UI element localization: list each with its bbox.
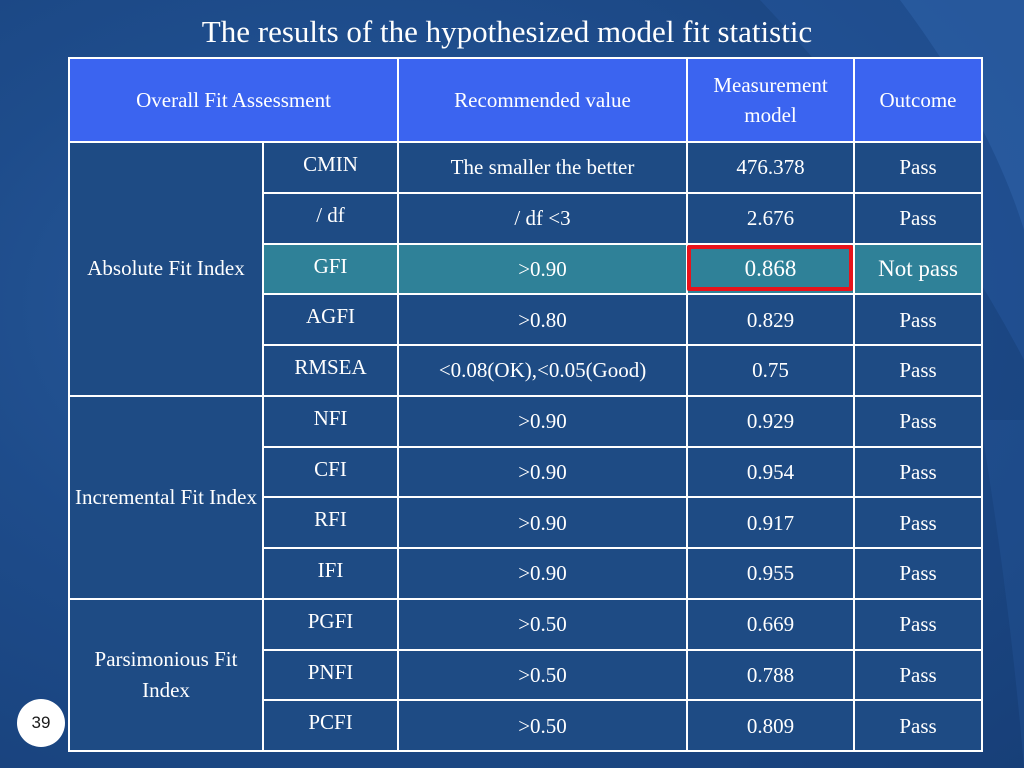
table-row: AGFI >0.80 0.829 Pass bbox=[69, 293, 984, 346]
index-name: RMSEA bbox=[261, 344, 400, 397]
header-measurement-model: Measurement model bbox=[686, 57, 856, 143]
index-name: IFI bbox=[261, 547, 400, 600]
slide-title: The results of the hypothesized model fi… bbox=[201, 14, 813, 49]
index-name: PNFI bbox=[261, 648, 400, 702]
table-header-row: Overall Fit Assessment Recommended value… bbox=[67, 57, 984, 143]
recommended-value: >0.90 bbox=[397, 547, 689, 600]
outcome-value: Pass bbox=[853, 648, 984, 702]
group-label-parsimonious: Parsimonious Fit Index bbox=[68, 597, 264, 753]
index-name: CFI bbox=[261, 445, 400, 499]
header-overall-fit-assessment: Overall Fit Assessment bbox=[67, 57, 400, 143]
recommended-value: <0.08(OK),<0.05(Good) bbox=[397, 344, 689, 397]
measurement-value: 0.954 bbox=[686, 445, 856, 499]
outcome-value: Pass bbox=[853, 445, 984, 499]
measurement-value: 0.917 bbox=[686, 496, 856, 549]
measurement-value: 0.788 bbox=[686, 648, 856, 702]
table-row: / df / df <3 2.676 Pass bbox=[69, 191, 984, 245]
measurement-value: 2.676 bbox=[686, 191, 856, 245]
recommended-value: >0.90 bbox=[397, 496, 689, 549]
index-name: / df bbox=[261, 191, 400, 245]
recommended-value: >0.90 bbox=[397, 242, 689, 296]
recommended-value: >0.90 bbox=[397, 445, 689, 499]
table-row: CFI >0.90 0.954 Pass bbox=[69, 445, 984, 499]
table-row: PNFI >0.50 0.788 Pass bbox=[69, 648, 984, 702]
recommended-value: The smaller the better bbox=[397, 141, 689, 194]
measurement-value: 0.955 bbox=[686, 547, 856, 600]
recommended-value: >0.50 bbox=[397, 597, 689, 651]
outcome-value: Pass bbox=[853, 293, 984, 346]
table-row: IFI >0.90 0.955 Pass bbox=[69, 547, 984, 600]
recommended-value: >0.90 bbox=[397, 394, 689, 448]
index-name: NFI bbox=[261, 394, 400, 448]
measurement-value: 0.829 bbox=[686, 293, 856, 346]
measurement-value: 0.929 bbox=[686, 394, 856, 448]
table-row: RMSEA <0.08(OK),<0.05(Good) 0.75 Pass bbox=[69, 344, 984, 397]
outcome-value: Not pass bbox=[853, 242, 984, 296]
outcome-value: Pass bbox=[853, 496, 984, 549]
page-number: 39 bbox=[17, 699, 65, 747]
recommended-value: >0.50 bbox=[397, 648, 689, 702]
header-recommended-value: Recommended value bbox=[397, 57, 689, 143]
group-label-incremental: Incremental Fit Index bbox=[68, 394, 264, 600]
measurement-value: 0.75 bbox=[686, 344, 856, 397]
outcome-value: Pass bbox=[853, 394, 984, 448]
fit-statistics-table: Overall Fit Assessment Recommended value… bbox=[67, 57, 984, 753]
index-name: CMIN bbox=[261, 141, 400, 194]
index-name: AGFI bbox=[261, 293, 400, 346]
index-name: PCFI bbox=[261, 699, 400, 752]
outcome-value: Pass bbox=[853, 344, 984, 397]
highlight-box-gfi-value bbox=[687, 245, 853, 291]
measurement-value: 0.809 bbox=[686, 699, 856, 752]
table-row: PCFI >0.50 0.809 Pass bbox=[69, 699, 984, 752]
outcome-value: Pass bbox=[853, 597, 984, 651]
measurement-value: 0.669 bbox=[686, 597, 856, 651]
outcome-value: Pass bbox=[853, 141, 984, 194]
group-label-absolute: Absolute Fit Index bbox=[68, 141, 264, 397]
table-row: Absolute Fit Index CMIN The smaller the … bbox=[68, 141, 984, 397]
table-row: RFI >0.90 0.917 Pass bbox=[69, 496, 984, 549]
recommended-value: / df <3 bbox=[397, 191, 689, 245]
index-name: PGFI bbox=[261, 597, 400, 651]
outcome-value: Pass bbox=[853, 191, 984, 245]
header-outcome: Outcome bbox=[853, 57, 984, 143]
table-row-highlighted: GFI >0.90 0.868 Not pass bbox=[69, 242, 984, 296]
table-row: Parsimonious Fit Index PGFI >0.50 0.669 … bbox=[68, 597, 984, 753]
table-row: Incremental Fit Index NFI >0.90 0.929 Pa… bbox=[68, 394, 984, 600]
outcome-value: Pass bbox=[853, 547, 984, 600]
measurement-value: 476.378 bbox=[686, 141, 856, 194]
recommended-value: >0.80 bbox=[397, 293, 689, 346]
outcome-value: Pass bbox=[853, 699, 984, 752]
recommended-value: >0.50 bbox=[397, 699, 689, 752]
index-name: GFI bbox=[261, 242, 400, 296]
index-name: RFI bbox=[261, 496, 400, 549]
